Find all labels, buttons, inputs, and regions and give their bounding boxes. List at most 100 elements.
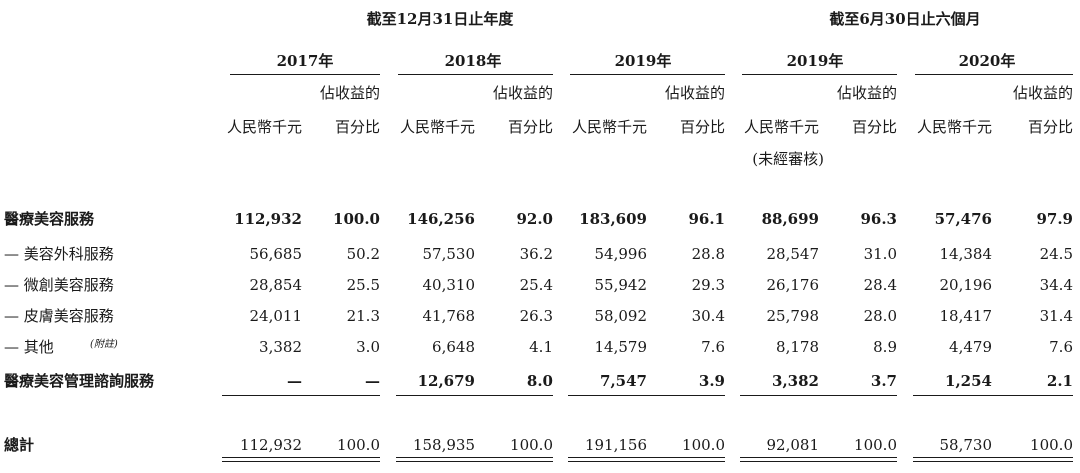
table-cell: 31.4 — [1039, 307, 1073, 325]
total-cell: 112,932 — [239, 436, 302, 454]
table-cell: 7.6 — [701, 338, 725, 356]
table-cell: 112,932 — [234, 210, 302, 228]
year-underline — [398, 74, 553, 75]
year-underline — [915, 74, 1073, 75]
subtotal-rule — [222, 395, 380, 396]
table-cell: 29.3 — [691, 276, 725, 294]
amount-header: 人民幣千元 — [916, 118, 992, 136]
group-header-six-months: 截至6月30日止六個月 — [829, 10, 981, 28]
table-cell: 6,648 — [432, 338, 475, 356]
table-cell: 24.5 — [1039, 245, 1073, 263]
total-cell: 100.0 — [510, 436, 553, 454]
row-label: — 其他 — [4, 338, 54, 356]
table-cell: 34.4 — [1039, 276, 1073, 294]
amount-header: 人民幣千元 — [399, 118, 475, 136]
table-cell: 88,699 — [761, 210, 819, 228]
table-cell: 4,479 — [949, 338, 992, 356]
table-cell: 21.3 — [346, 307, 380, 325]
table-cell: 97.9 — [1036, 210, 1073, 228]
table-cell: 7.6 — [1049, 338, 1073, 356]
total-cell: 100.0 — [682, 436, 725, 454]
table-cell: 28,547 — [766, 245, 820, 263]
group-header-full-year: 截至12月31日止年度 — [366, 10, 514, 28]
table-cell: 54,996 — [594, 245, 648, 263]
table-cell: 146,256 — [407, 210, 475, 228]
table-cell: 30.4 — [691, 307, 725, 325]
year-2019-six-months: 2019年 — [786, 52, 844, 70]
amount-header: 人民幣千元 — [743, 118, 819, 136]
table-cell: 3,382 — [259, 338, 302, 356]
pct-header-line1: 佔收益的 — [319, 84, 380, 102]
pct-header-line1: 佔收益的 — [1012, 84, 1073, 102]
table-cell: 8.9 — [873, 338, 897, 356]
table-cell: 8.0 — [526, 372, 553, 390]
table-cell: 56,685 — [249, 245, 303, 263]
table-cell: 28.4 — [863, 276, 897, 294]
pct-header-line1: 佔收益的 — [664, 84, 725, 102]
subtotal-rule — [568, 395, 725, 396]
pct-header-line2: 百分比 — [851, 118, 897, 136]
total-double-rule — [740, 457, 897, 462]
table-cell: 3,382 — [772, 372, 819, 390]
total-cell: 92,081 — [766, 436, 820, 454]
table-cell: 41,768 — [422, 307, 476, 325]
table-cell: 25.5 — [346, 276, 380, 294]
year-2018: 2018年 — [444, 52, 502, 70]
table-cell: 50.2 — [346, 245, 380, 263]
total-cell: 191,156 — [584, 436, 647, 454]
table-cell: 14,384 — [939, 245, 993, 263]
row-label: — 微創美容服務 — [4, 276, 114, 294]
table-cell: — — [365, 372, 380, 390]
table-cell: 100.0 — [333, 210, 380, 228]
total-double-rule — [396, 457, 553, 462]
unaudited-note: (未經審核) — [752, 150, 824, 168]
table-cell: 25.4 — [519, 276, 553, 294]
table-cell: 1,254 — [945, 372, 992, 390]
table-cell: 14,579 — [594, 338, 648, 356]
table-cell: 26.3 — [519, 307, 553, 325]
year-2017: 2017年 — [276, 52, 334, 70]
table-cell: — — [287, 372, 302, 390]
pct-header-line1: 佔收益的 — [492, 84, 553, 102]
total-cell: 100.0 — [854, 436, 897, 454]
total-double-rule — [913, 457, 1073, 462]
table-cell: 96.1 — [688, 210, 725, 228]
total-cell: 100.0 — [337, 436, 380, 454]
subtotal-rule — [396, 395, 553, 396]
table-cell: 7,547 — [600, 372, 647, 390]
amount-header: 人民幣千元 — [571, 118, 647, 136]
total-cell: 158,935 — [412, 436, 475, 454]
pct-header-line1: 佔收益的 — [836, 84, 897, 102]
year-2020-six-months: 2020年 — [958, 52, 1016, 70]
table-cell: 40,310 — [422, 276, 476, 294]
pct-header-line2: 百分比 — [507, 118, 553, 136]
table-cell: 36.2 — [519, 245, 553, 263]
row-label: 醫療美容管理諮詢服務 — [4, 372, 155, 390]
table-cell: 2.1 — [1046, 372, 1073, 390]
total-label: 總計 — [4, 436, 35, 454]
subtotal-rule — [913, 395, 1073, 396]
pct-header-line2: 百分比 — [1027, 118, 1073, 136]
table-cell: 58,092 — [594, 307, 648, 325]
table-cell: 25,798 — [766, 307, 820, 325]
table-cell: 20,196 — [939, 276, 993, 294]
table-cell: 8,178 — [776, 338, 819, 356]
total-cell: 100.0 — [1030, 436, 1073, 454]
year-2019: 2019年 — [614, 52, 672, 70]
table-cell: 183,609 — [579, 210, 647, 228]
table-cell: 3.7 — [870, 372, 897, 390]
table-cell: 31.0 — [863, 245, 897, 263]
table-cell: 24,011 — [249, 307, 303, 325]
table-cell: 57,530 — [422, 245, 476, 263]
total-cell: 58,730 — [939, 436, 993, 454]
year-underline — [570, 74, 725, 75]
row-label: — 美容外科服務 — [4, 245, 114, 263]
table-cell: 3.9 — [698, 372, 725, 390]
footnote-marker: (附註) — [90, 339, 118, 350]
table-cell: 26,176 — [766, 276, 820, 294]
year-underline — [230, 74, 380, 75]
amount-header: 人民幣千元 — [226, 118, 302, 136]
table-cell: 12,679 — [417, 372, 475, 390]
table-cell: 18,417 — [939, 307, 993, 325]
row-label: 醫療美容服務 — [4, 210, 95, 228]
